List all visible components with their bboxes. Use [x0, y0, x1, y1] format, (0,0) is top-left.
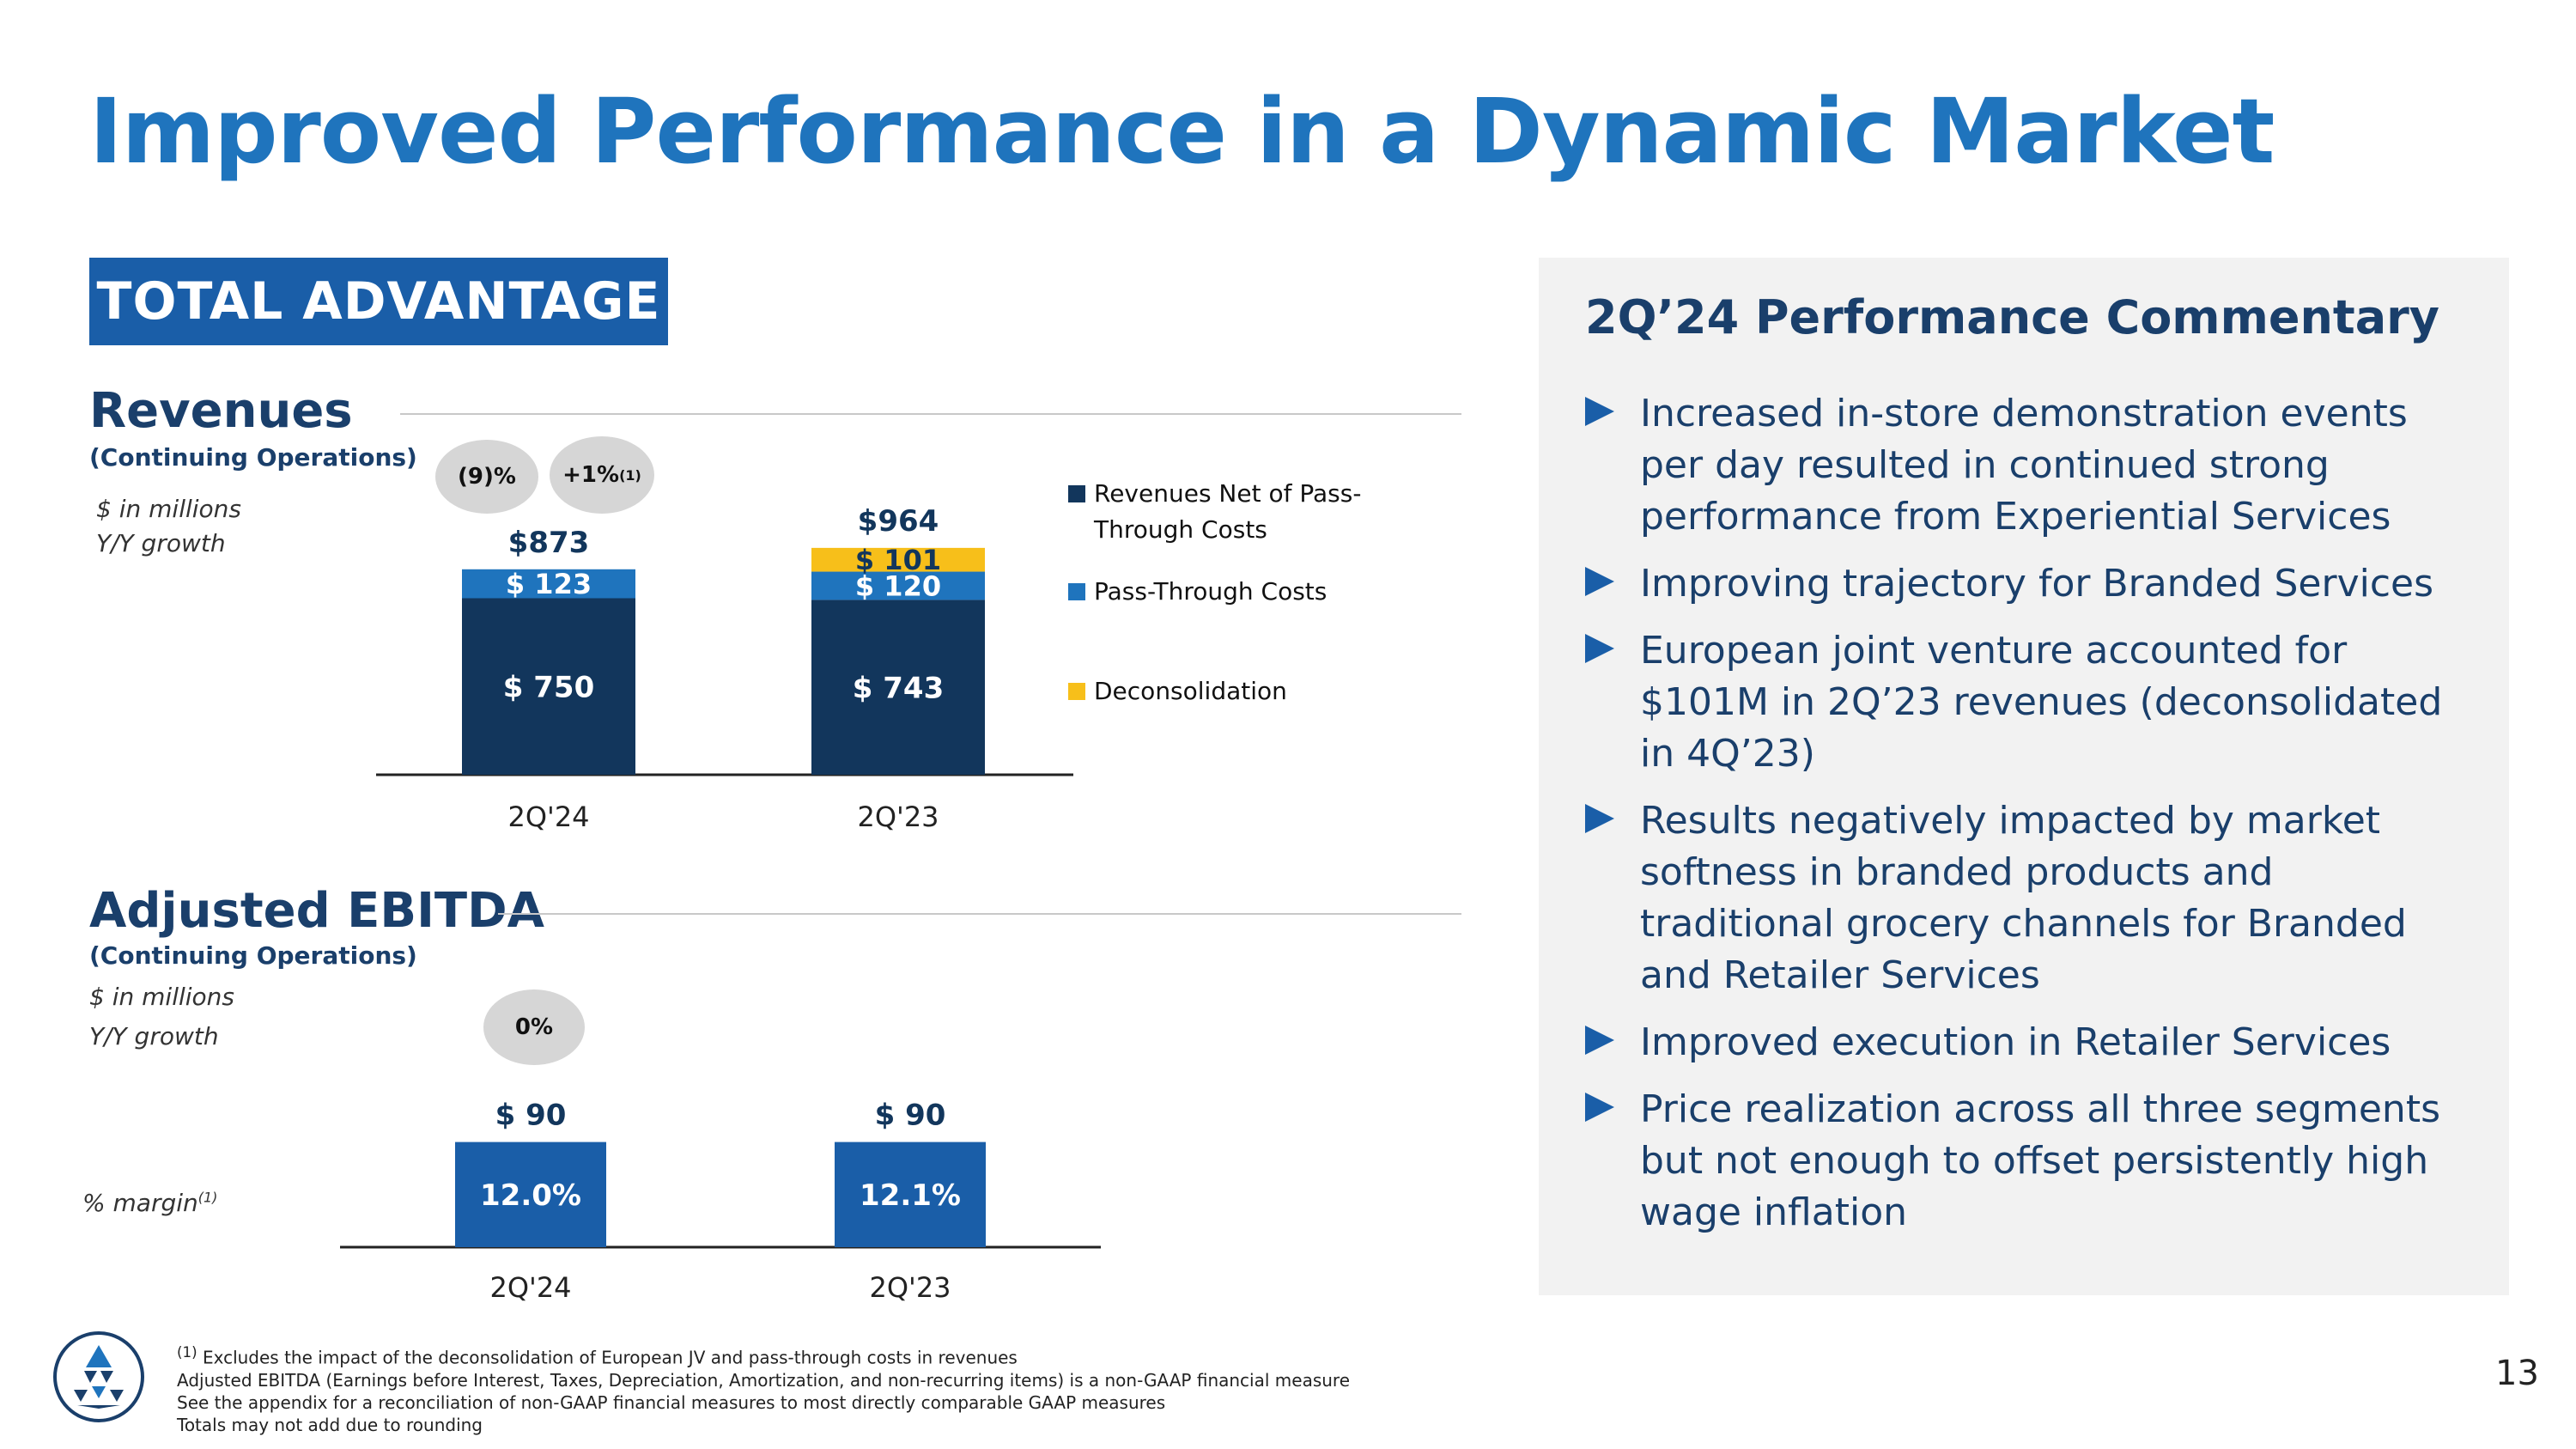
bullet-arrow-icon [1585, 397, 1614, 426]
margin-value-label: 12.0% [480, 1178, 581, 1213]
bar-label-net: $ 743 [853, 671, 944, 705]
x-tick-label: 2Q'23 [869, 1271, 951, 1304]
legend-item-net: Revenues Net of Pass-Through Costs [1068, 476, 1429, 548]
commentary-bullet: European joint venture accounted for $10… [1585, 625, 2478, 780]
margin-label: % margin(1) [82, 1189, 218, 1217]
bar-label-pass-through: $ 120 [855, 569, 941, 602]
commentary-bullets: Increased in-store demonstration events … [1585, 388, 2478, 1254]
bar-label-deconsolidation: $ 101 [855, 544, 941, 576]
bar-segment-pass-through [811, 571, 985, 600]
bullet-arrow-icon [1585, 1093, 1614, 1122]
footnote-3: See the appendix for a reconciliation of… [177, 1391, 1166, 1413]
x-tick-label: 2Q'24 [489, 1271, 571, 1304]
legend-label-pass-through: Pass-Through Costs [1094, 577, 1327, 606]
bar-total-label: $873 [508, 526, 590, 560]
x-tick-label: 2Q'24 [507, 801, 589, 833]
page-title: Improved Performance in a Dynamic Market [89, 79, 2275, 184]
legend-swatch-net [1068, 485, 1085, 502]
revenues-title: Revenues [89, 383, 353, 439]
legend-swatch-deconsolidation [1068, 683, 1085, 700]
revenues-legend: Revenues Net of Pass-Through Costs Pass-… [1068, 476, 1429, 709]
bar-label-pass-through: $ 123 [506, 568, 592, 600]
ebitda-unit-note: $ in millions [89, 983, 234, 1011]
footnote-2: Adjusted EBITDA (Earnings before Interes… [177, 1369, 1351, 1391]
legend-item-pass-through: Pass-Through Costs [1068, 574, 1429, 610]
footnote-4: Totals may not add due to rounding [177, 1414, 483, 1435]
ebitda-bar [455, 1142, 606, 1247]
ebitda-divider [498, 913, 1461, 915]
ebitda-bar [835, 1142, 986, 1247]
growth-bubble-2q24: (9)% [435, 440, 538, 514]
commentary-bullet: Price realization across all three segme… [1585, 1084, 2478, 1239]
revenues-divider [400, 413, 1461, 415]
commentary-bullet: Results negatively impacted by market so… [1585, 795, 2478, 1002]
bullet-arrow-icon [1585, 1026, 1614, 1055]
ebitda-subtitle: (Continuing Operations) [89, 941, 417, 970]
bar-segment-net [462, 598, 635, 775]
bar-total-label: $964 [858, 504, 939, 539]
section-banner: TOTAL ADVANTAGE [89, 258, 668, 345]
bar-segment-net [811, 600, 985, 775]
footnotes: (1) Excludes the impact of the deconsoli… [177, 1342, 1350, 1436]
margin-value-label: 12.1% [860, 1178, 961, 1213]
ebitda-value-label: $ 90 [495, 1099, 567, 1133]
bullet-arrow-icon [1585, 804, 1614, 833]
bullet-arrow-icon [1585, 634, 1614, 663]
ebitda-growth-bubble: 0% [483, 989, 585, 1065]
ebitda-title: Adjusted EBITDA [89, 883, 544, 939]
revenues-subtitle: (Continuing Operations) [89, 443, 417, 472]
revenues-chart: $ 750 $ 123 $873 2Q'24 $ 743 $ 120$ 101 $964 2Q… [376, 504, 1073, 833]
bullet-arrow-icon [1585, 567, 1614, 596]
commentary-bullet: Increased in-store demonstration events … [1585, 388, 2478, 543]
revenues-unit-note: $ in millions [96, 495, 241, 523]
commentary-bullet: Improved execution in Retailer Services [1585, 1017, 2478, 1068]
revenues-growth-note: Y/Y growth [96, 529, 226, 557]
x-tick-label: 2Q'23 [857, 801, 939, 833]
company-logo-icon [53, 1331, 144, 1422]
commentary-title: 2Q’24 Performance Commentary [1585, 290, 2439, 344]
legend-label-net: Revenues Net of Pass-Through Costs [1094, 479, 1362, 544]
growth-bubble-2q23: +1% (1) [550, 436, 654, 514]
commentary-panel [1539, 258, 2509, 1295]
bar-segment-deconsolidation [811, 547, 985, 572]
bar-segment-pass-through [462, 569, 635, 599]
legend-swatch-pass-through [1068, 583, 1085, 600]
commentary-bullet: Improving trajectory for Branded Service… [1585, 558, 2478, 610]
ebitda-growth-note: Y/Y growth [89, 1022, 219, 1050]
footnote-1: (1) Excludes the impact of the deconsoli… [177, 1344, 1018, 1368]
ebitda-chart: 12.0% $ 90 2Q'24 12.1% $ 90 2Q'23 [340, 1099, 1101, 1304]
legend-item-deconsolidation: Deconsolidation [1068, 673, 1429, 709]
page-number: 13 [2495, 1354, 2539, 1393]
bar-label-net: $ 750 [503, 670, 594, 704]
legend-label-deconsolidation: Deconsolidation [1094, 677, 1287, 705]
ebitda-value-label: $ 90 [875, 1099, 946, 1133]
